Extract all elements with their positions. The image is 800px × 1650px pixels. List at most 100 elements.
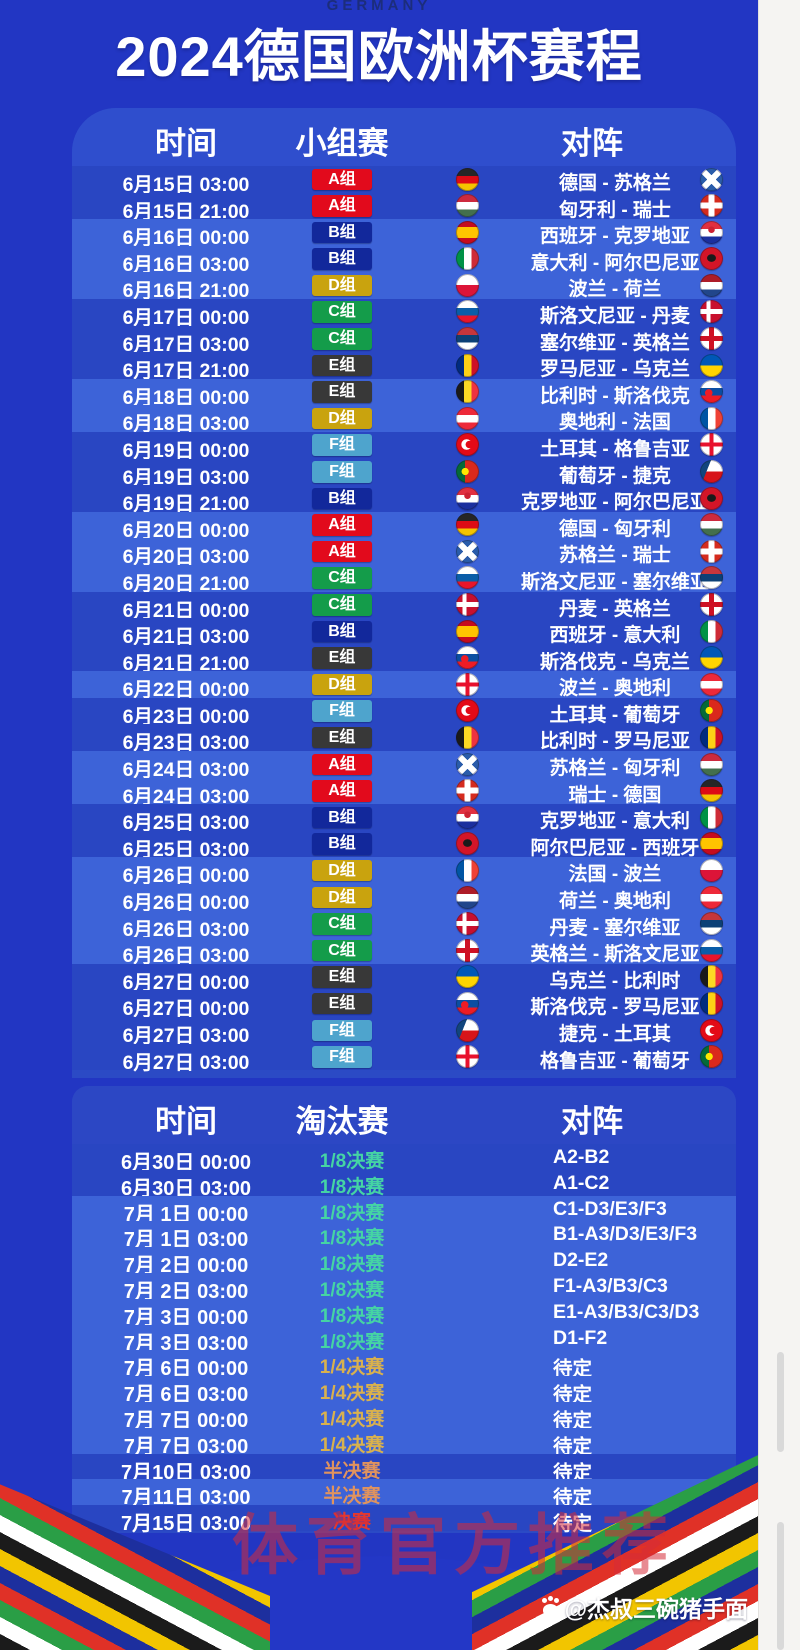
group-match-row: 6月24日 03:00 A组 瑞士 - 德国	[72, 777, 736, 808]
round-label: 半决赛	[323, 1460, 381, 1482]
group-badge: E组	[312, 381, 372, 403]
match-time: 6月21日 21:00	[122, 652, 250, 675]
group-match-row: 6月26日 00:00 D组 荷兰 - 奥地利	[72, 884, 736, 914]
group-match-row: 6月17日 00:00 C组 斯洛文尼亚 - 丹麦	[72, 298, 736, 329]
match-time: 6月22日 00:00	[122, 679, 250, 702]
match-time: 6月15日 03:00	[122, 174, 250, 196]
matchup-text: 英格兰 - 斯洛文尼亚	[530, 944, 700, 966]
knockout-match-row: 7月 1日 03:00 1/8决赛 B1-A3/D3/E3/F3	[72, 1221, 736, 1251]
serbia-flag-icon	[700, 912, 723, 936]
knockout-panel: 时间 淘汰赛 对阵 6月30日 00:00 1/8决赛 A2-B2 6月30日 03:…	[72, 1086, 736, 1533]
knockout-match-row: 7月 6日 00:00 1/4决赛 待定	[72, 1350, 736, 1380]
group-match-row: 6月27日 00:00 E组 乌克兰 - 比利时	[72, 963, 736, 994]
match-time: 6月26日 00:00	[122, 892, 250, 915]
group-match-row: 6月21日 21:00 E组 斯洛伐克 - 乌克兰	[72, 644, 736, 675]
group-chip-cell: E组	[287, 647, 397, 669]
matchup-text: 待定	[553, 1358, 593, 1381]
czech-flag-icon	[456, 1018, 479, 1042]
group-stage-rows: 6月15日 03:00 A组 德国 - 苏格兰 6月15日 21:00 A组 匈牙利 - …	[72, 166, 736, 1074]
group-chip-cell: A组	[287, 514, 397, 536]
slovenia-flag-icon	[456, 566, 479, 590]
scrollbar-thumb[interactable]	[777, 1352, 784, 1452]
hungary-flag-icon	[456, 194, 479, 218]
group-badge: D组	[312, 859, 372, 882]
scotland-flag-icon	[700, 167, 723, 191]
match-time: 6月19日 03:00	[122, 466, 250, 489]
group-match-row: 6月16日 00:00 B组 西班牙 - 克罗地亚	[72, 219, 736, 249]
round-label: 1/8决赛	[319, 1202, 385, 1224]
knockout-match-row: 7月 2日 00:00 1/8决赛 D2-E2	[72, 1247, 736, 1277]
albania-flag-icon	[700, 486, 723, 510]
red-watermark-text: 体育官方推荐	[232, 1508, 676, 1582]
match-time: 7月 6日 00:00	[123, 1358, 249, 1381]
group-chip-cell: D组	[287, 859, 397, 882]
matchup-text: 乌克兰 - 比利时	[549, 970, 681, 992]
group-badge: F组	[312, 1019, 372, 1041]
group-match-row: 6月27日 03:00 F组 格鲁吉亚 - 葡萄牙	[72, 1043, 736, 1074]
matchup-text: F1-A3/B3/C3	[553, 1274, 668, 1297]
match-time: 6月18日 03:00	[122, 413, 250, 436]
group-badge: B组	[312, 221, 372, 244]
group-match-row: 6月19日 21:00 B组 克罗地亚 - 阿尔巴尼亚	[72, 485, 736, 515]
knockout-match-row: 6月30日 00:00 1/8决赛 A2-B2	[72, 1144, 736, 1174]
spain-flag-icon	[456, 220, 479, 244]
round-label: 1/8决赛	[319, 1176, 385, 1198]
author-credit: @杰叔三碗猪手面	[541, 1590, 748, 1624]
spain-flag-icon	[456, 619, 479, 643]
turkey-flag-icon	[456, 699, 479, 723]
group-badge: F组	[312, 434, 372, 456]
group-match-row: 6月22日 00:00 D组 波兰 - 奥地利	[72, 671, 736, 701]
match-time: 6月16日 00:00	[122, 227, 250, 250]
group-chip-cell: C组	[287, 594, 397, 616]
matchup-text: E1-A3/B3/C3/D3	[553, 1300, 700, 1323]
group-badge: A组	[312, 168, 372, 190]
matchup-text: D1-F2	[553, 1326, 608, 1349]
group-chip-cell: F组	[287, 461, 397, 483]
round-label: 1/8决赛	[319, 1151, 385, 1172]
matchup-text: 捷克 - 土耳其	[559, 1024, 671, 1045]
matchup-text: 斯洛文尼亚 - 塞尔维亚	[521, 571, 709, 593]
group-stage-header: 时间 小组赛 对阵	[72, 108, 736, 166]
group-badge: F组	[312, 700, 372, 722]
match-time: 7月15日 03:00	[120, 1513, 252, 1533]
match-time: 6月30日 03:00	[120, 1177, 252, 1200]
match-time: 6月27日 03:00	[122, 1025, 250, 1047]
turkey-flag-icon	[700, 1018, 723, 1042]
england-flag-icon	[700, 593, 723, 616]
match-time: 7月 2日 03:00	[123, 1280, 249, 1303]
ukraine-flag-icon	[700, 646, 723, 670]
matchup-text: 匈牙利 - 瑞士	[559, 199, 671, 221]
scrollbar-thumb[interactable]	[777, 1522, 784, 1650]
group-badge: C组	[312, 567, 372, 589]
group-chip-cell: B组	[287, 487, 397, 510]
slovakia-flag-icon	[700, 380, 723, 404]
poland-flag-icon	[700, 858, 723, 882]
group-badge: C组	[312, 939, 372, 962]
match-time: 6月21日 00:00	[122, 599, 250, 622]
knockout-match-row: 7月 7日 03:00 1/4决赛 待定	[72, 1427, 736, 1458]
group-match-row: 6月27日 00:00 E组 斯洛伐克 - 罗马尼亚	[72, 990, 736, 1020]
matchup-text: A2-B2	[553, 1146, 610, 1168]
match-time: 7月 2日 00:00	[123, 1255, 249, 1278]
group-match-row: 6月20日 03:00 A组 苏格兰 - 瑞士	[72, 538, 736, 568]
netherlands-flag-icon	[456, 885, 479, 909]
group-badge: B组	[312, 487, 372, 510]
match-time: 6月18日 00:00	[122, 386, 250, 409]
denmark-flag-icon	[456, 593, 479, 616]
romania-flag-icon	[456, 353, 479, 377]
group-badge: A组	[312, 753, 372, 776]
matchup-text: 丹麦 - 英格兰	[559, 598, 671, 620]
group-match-row: 6月21日 00:00 C组 丹麦 - 英格兰	[72, 591, 736, 622]
match-time: 6月16日 03:00	[122, 253, 250, 276]
germany-flag-icon	[700, 779, 723, 803]
match-time: 6月24日 03:00	[122, 785, 250, 808]
match-time: 6月20日 00:00	[122, 519, 250, 542]
slovenia-flag-icon	[700, 938, 723, 962]
match-time: 6月27日 00:00	[122, 971, 250, 994]
ukraine-flag-icon	[700, 353, 723, 377]
group-badge: C组	[312, 328, 372, 350]
group-badge: C组	[312, 301, 372, 323]
baidu-paw-icon	[541, 1598, 558, 1616]
group-match-row: 6月19日 03:00 F组 葡萄牙 - 捷克	[72, 458, 736, 489]
group-chip-cell: D组	[287, 886, 397, 909]
